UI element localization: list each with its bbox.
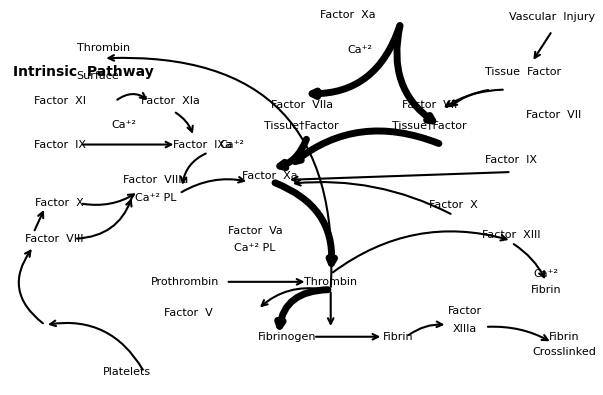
Text: Factor  XIa: Factor XIa xyxy=(141,96,200,106)
Text: Factor  Xa: Factor Xa xyxy=(242,171,297,181)
Text: Vascular  Injury: Vascular Injury xyxy=(509,12,595,22)
Text: Fibrin: Fibrin xyxy=(549,332,579,342)
Text: Tissue  Factor: Tissue Factor xyxy=(485,67,561,77)
Text: Factor  VIII: Factor VIII xyxy=(25,234,83,244)
Text: Factor  IX: Factor IX xyxy=(34,139,86,150)
Text: Fibrinogen: Fibrinogen xyxy=(257,332,316,342)
Text: Ca⁺² PL: Ca⁺² PL xyxy=(234,243,276,254)
Text: Factor  Xa: Factor Xa xyxy=(320,10,376,20)
Text: Thrombin: Thrombin xyxy=(304,277,357,287)
Text: Ca⁺²: Ca⁺² xyxy=(112,120,136,130)
Text: Factor  VIIIa: Factor VIIIa xyxy=(123,175,189,185)
Text: Tissue†Factor: Tissue†Factor xyxy=(393,120,467,130)
Text: Factor: Factor xyxy=(447,306,482,316)
Text: Factor  VIIa: Factor VIIa xyxy=(271,100,333,110)
Text: Factor  VII: Factor VII xyxy=(402,100,458,110)
Text: Platelets: Platelets xyxy=(103,367,151,377)
Text: Ca⁺²: Ca⁺² xyxy=(219,139,244,150)
Text: Fibrin: Fibrin xyxy=(382,332,413,342)
Text: Factor  X: Factor X xyxy=(429,200,478,211)
Text: Thrombin: Thrombin xyxy=(77,43,130,53)
Text: Factor  V: Factor V xyxy=(163,308,212,318)
Text: Fibrin: Fibrin xyxy=(531,285,561,295)
Text: Intrinsic  Pathway: Intrinsic Pathway xyxy=(13,65,154,79)
Text: Factor  XIII: Factor XIII xyxy=(482,230,541,240)
Text: Factor  VII: Factor VII xyxy=(526,110,581,120)
Text: Tissue†Factor: Tissue†Factor xyxy=(264,120,339,130)
Text: Ca⁺²: Ca⁺² xyxy=(534,269,559,279)
Text: Factor  X: Factor X xyxy=(36,198,84,209)
Text: Factor  IXa: Factor IXa xyxy=(173,139,232,150)
Text: Prothrombin: Prothrombin xyxy=(151,277,219,287)
Text: Factor  XI: Factor XI xyxy=(34,96,86,106)
Text: XIIIa: XIIIa xyxy=(453,324,477,334)
Text: Ca⁺² PL: Ca⁺² PL xyxy=(135,192,177,203)
Text: Crosslinked: Crosslinked xyxy=(532,348,596,357)
Text: Surface: Surface xyxy=(76,71,119,81)
Text: Factor  Va: Factor Va xyxy=(227,226,282,236)
Text: Factor  IX: Factor IX xyxy=(485,155,537,165)
Text: Ca⁺²: Ca⁺² xyxy=(347,45,372,55)
